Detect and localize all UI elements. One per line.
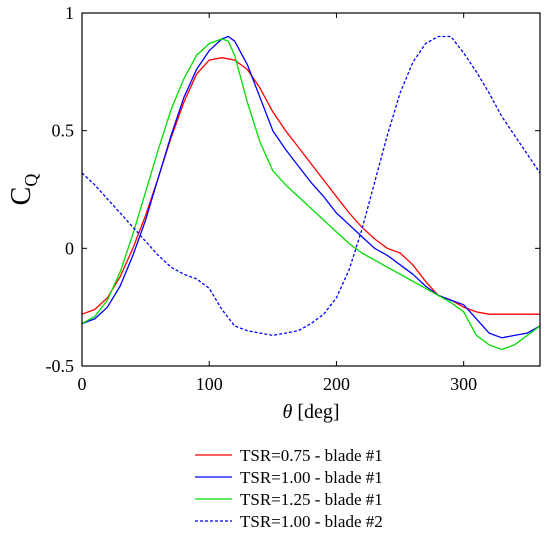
y-tick-label: 0.5	[52, 121, 75, 141]
x-axis-label-unit: [deg]	[292, 401, 339, 423]
legend: TSR=0.75 - blade #1 TSR=1.00 - blade #1 TS…	[195, 446, 383, 531]
series-line-2	[81, 35, 541, 339]
ticks-layer: 0 100 200 300-0.500.51	[46, 3, 540, 394]
x-tick-label: 200	[323, 374, 350, 394]
x-axis-label-symbol: θ	[282, 401, 292, 423]
x-tick-label: 0	[78, 374, 87, 394]
series-line-3	[81, 38, 541, 351]
x-tick-label: 300	[450, 374, 477, 394]
x-tick-label: 100	[196, 374, 223, 394]
y-axis-label-sub: Q	[21, 174, 41, 187]
y-tick-label: 0	[65, 238, 74, 258]
legend-label-4: TSR=1.00 - blade #2	[240, 512, 383, 531]
x-axis-label: θ [deg]	[282, 401, 339, 423]
y-axis-label-main: C	[6, 187, 37, 206]
legend-label-2: TSR=1.00 - blade #1	[240, 468, 383, 487]
y-axis-label: CQ	[6, 174, 41, 206]
y-tick-label: -0.5	[46, 356, 75, 376]
series-line-4	[81, 35, 541, 337]
plot-area-box	[81, 12, 541, 367]
legend-label-3: TSR=1.25 - blade #1	[240, 490, 383, 509]
legend-label-1: TSR=0.75 - blade #1	[240, 446, 383, 465]
y-tick-label: 1	[65, 3, 74, 23]
series-layer	[81, 35, 541, 351]
